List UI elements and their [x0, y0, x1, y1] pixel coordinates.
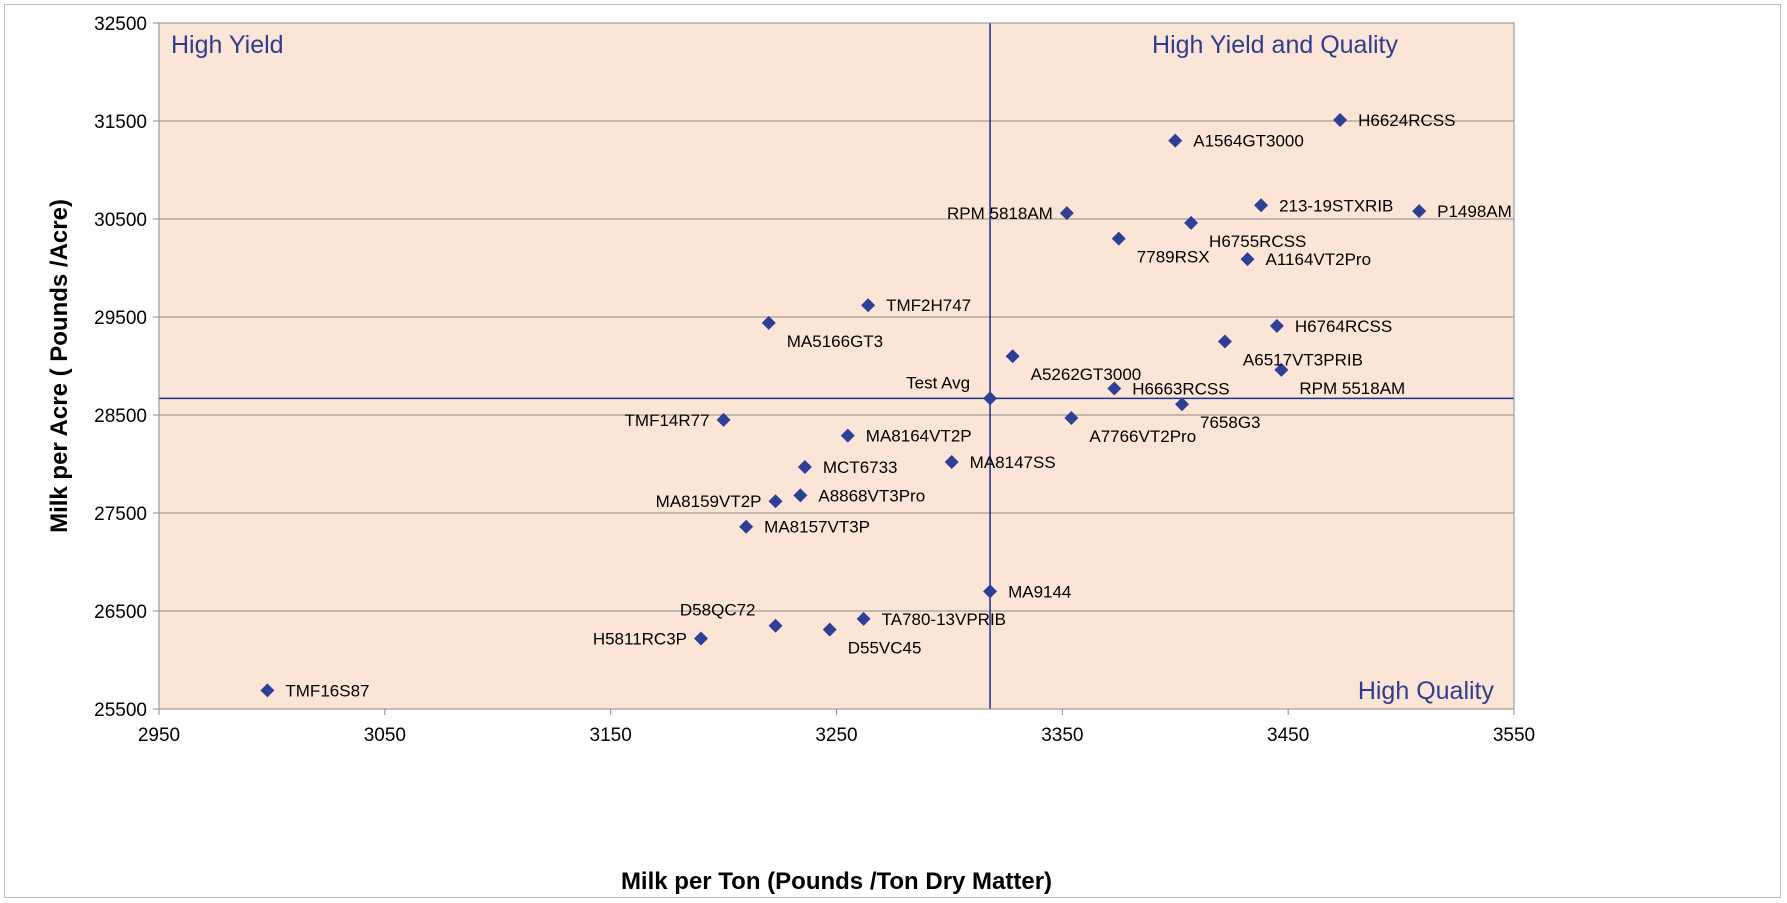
- x-axis-title: Milk per Ton (Pounds /Ton Dry Matter): [621, 868, 1052, 895]
- point-label: MCT6733: [823, 458, 898, 477]
- data-point: [260, 683, 275, 698]
- data-point: [944, 455, 959, 470]
- point-labels: H6624RCSS A1564GT3000 213-19STXRIB P1498AM R…: [285, 111, 1511, 700]
- data-point: [1333, 113, 1348, 128]
- data-point: [1269, 318, 1284, 333]
- data-point: [856, 611, 871, 626]
- point-label: TMF14R77: [625, 411, 710, 430]
- data-point: [983, 391, 998, 406]
- data-point: [1175, 397, 1190, 412]
- y-tick-label: 28500: [94, 406, 147, 427]
- point-label: D58QC72: [680, 601, 756, 620]
- data-point: [1412, 204, 1427, 219]
- data-point: [1254, 198, 1269, 213]
- point-label: TA780-13VPRIB: [882, 610, 1006, 629]
- point-label: MA8164VT2P: [866, 427, 972, 446]
- point-label: H6764RCSS: [1295, 317, 1392, 336]
- data-points: [260, 113, 1427, 698]
- point-label: MA5166GT3: [787, 332, 883, 351]
- data-point: [797, 459, 812, 474]
- point-label: A7766VT2Pro: [1089, 427, 1196, 446]
- point-label: H5811RC3P: [593, 629, 687, 648]
- x-tick-label: 3250: [815, 725, 857, 746]
- point-label: 213-19STXRIB: [1279, 196, 1393, 215]
- y-tick-label: 25500: [94, 700, 147, 721]
- data-point: [1059, 206, 1074, 221]
- plot-area: [159, 23, 1514, 709]
- point-label: A1164VT2Pro: [1266, 250, 1372, 269]
- data-point: [1217, 334, 1232, 349]
- point-label: MA8147SS: [970, 453, 1056, 472]
- chart-frame: 25500 26500 27500 28500 29500 30500 31500 32500…: [4, 4, 1781, 898]
- point-label: P1498AM: [1437, 202, 1512, 221]
- point-label: A1564GT3000: [1193, 132, 1304, 151]
- data-point: [1240, 252, 1255, 267]
- point-label: MA8157VT3P: [764, 518, 870, 537]
- x-tick-label: 3350: [1041, 725, 1083, 746]
- data-point: [822, 622, 837, 637]
- y-tick-label: 31500: [94, 112, 147, 133]
- point-label: MA9144: [1008, 582, 1071, 601]
- point-label: H6624RCSS: [1358, 111, 1455, 130]
- data-point: [694, 631, 708, 646]
- point-label: MA8159VT2P: [656, 492, 762, 511]
- data-point: [716, 412, 731, 427]
- data-point: [1005, 349, 1020, 364]
- data-point: [1111, 231, 1126, 246]
- data-point: [1274, 362, 1289, 377]
- point-label: H6755RCSS: [1209, 232, 1306, 251]
- point-label: A5262GT3000: [1031, 365, 1142, 384]
- data-point: [1184, 215, 1199, 230]
- data-point: [983, 584, 998, 599]
- data-point: [793, 488, 808, 503]
- data-point: [840, 428, 855, 443]
- data-point: [861, 298, 876, 313]
- point-label: RPM 5818AM: [947, 204, 1053, 223]
- point-label: TMF16S87: [285, 681, 369, 700]
- point-label: Test Avg: [906, 373, 970, 392]
- point-label: A8868VT3Pro: [818, 486, 925, 505]
- data-point: [1107, 381, 1122, 396]
- point-label: 7658G3: [1200, 413, 1261, 432]
- x-tick-label: 3050: [364, 725, 406, 746]
- y-tick-label: 32500: [94, 14, 147, 35]
- y-tick-label: 26500: [94, 602, 147, 623]
- x-tick-label: 2950: [138, 725, 180, 746]
- x-tick-label: 3450: [1267, 725, 1309, 746]
- data-point: [768, 494, 783, 509]
- data-point: [761, 315, 776, 330]
- x-axis-ticks: 2950 3050 3150 3250 3350 3450 3550: [138, 709, 1535, 746]
- point-label: RPM 5518AM: [1299, 379, 1405, 398]
- data-point: [1168, 133, 1183, 148]
- scatter-chart: 25500 26500 27500 28500 29500 30500 31500 32500…: [46, 14, 1535, 895]
- y-tick-label: 27500: [94, 504, 147, 525]
- point-label: D55VC45: [848, 639, 922, 658]
- data-point: [1064, 410, 1079, 425]
- point-label: 7789RSX: [1137, 248, 1210, 267]
- quadrant-label-high-yield: High Yield: [171, 31, 284, 59]
- y-tick-label: 30500: [94, 210, 147, 231]
- x-tick-label: 3150: [590, 725, 632, 746]
- data-point: [768, 618, 783, 633]
- data-point: [739, 519, 754, 534]
- y-axis-ticks: 25500 26500 27500 28500 29500 30500 31500 32500: [94, 14, 159, 721]
- point-label: A6517VT3PRIB: [1243, 351, 1363, 370]
- point-label: H6663RCSS: [1132, 380, 1229, 399]
- y-tick-label: 29500: [94, 308, 147, 329]
- quadrant-label-high-yield-and-quality: High Yield and Quality: [1152, 31, 1398, 59]
- quadrant-label-high-quality: High Quality: [1358, 677, 1495, 705]
- point-label: TMF2H747: [886, 296, 971, 315]
- x-tick-label: 3550: [1493, 725, 1535, 746]
- y-axis-title: Milk per Acre ( Pounds /Acre): [46, 199, 73, 533]
